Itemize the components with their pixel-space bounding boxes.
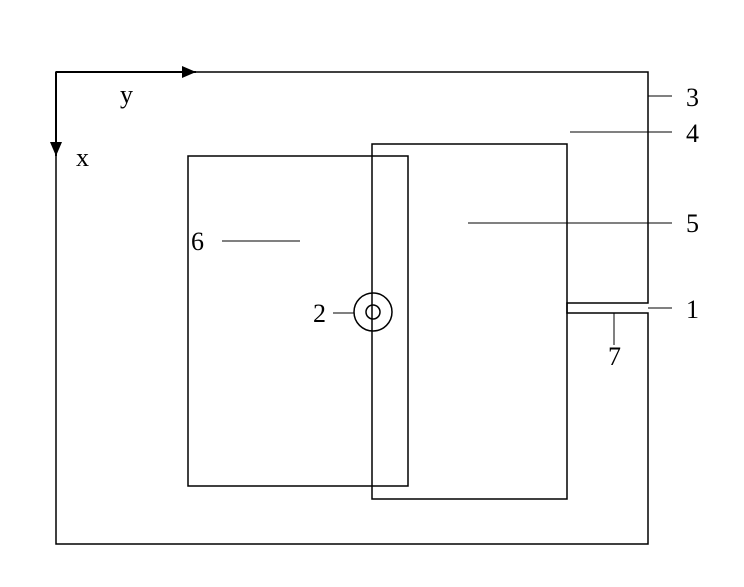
axis-label-x: x (76, 145, 89, 171)
y-axis-arrowhead (182, 66, 196, 78)
axis-label-y: y (120, 82, 133, 108)
label-6: 6 (191, 229, 204, 255)
feed-circle-inner (366, 305, 380, 319)
label-2: 2 (313, 301, 326, 327)
inner-rect-left (188, 156, 408, 486)
label-1: 1 (686, 297, 699, 323)
inner-rect-right (372, 144, 567, 499)
label-5: 5 (686, 211, 699, 237)
x-axis-arrowhead (50, 142, 62, 156)
label-4: 4 (686, 121, 699, 147)
label-7: 7 (608, 344, 621, 370)
feed-circle-outer (354, 293, 392, 331)
diagram-container: x y 6 2 5 4 3 1 7 (0, 0, 744, 587)
diagram-svg (0, 0, 744, 587)
label-3: 3 (686, 85, 699, 111)
outer-rect (56, 72, 648, 544)
